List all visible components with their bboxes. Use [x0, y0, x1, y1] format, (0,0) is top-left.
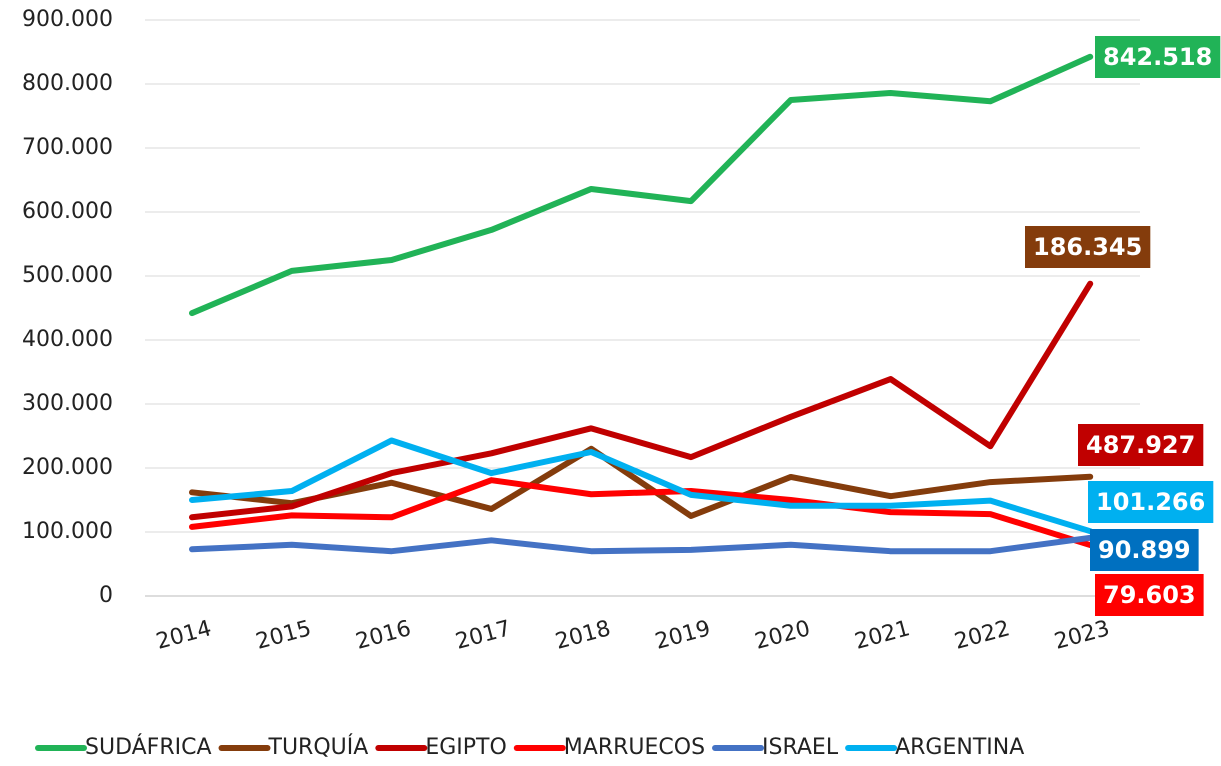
data-label-box: 842.518	[1095, 36, 1221, 78]
y-tick-label: 500.000	[22, 263, 113, 288]
y-tick-label: 800.000	[22, 71, 113, 96]
data-label-box: 487.927	[1078, 424, 1204, 466]
data-label-bg	[1088, 481, 1214, 523]
x-tick-label: 2016	[353, 616, 414, 655]
x-tick-label: 2017	[453, 616, 514, 655]
y-tick-label: 400.000	[22, 327, 113, 352]
legend-label: ISRAEL	[762, 735, 839, 760]
data-label: 101.266	[1096, 488, 1205, 516]
x-tick-label: 2022	[952, 616, 1013, 655]
series-line	[189, 280, 1094, 521]
series-line	[189, 53, 1094, 317]
data-label-bg	[1078, 424, 1204, 466]
legend-label: ARGENTINA	[895, 735, 1024, 760]
data-label-bg	[1095, 574, 1204, 616]
data-label: 487.927	[1086, 431, 1195, 459]
x-tick-label: 2015	[253, 616, 314, 655]
data-label-box: 101.266	[1088, 481, 1214, 523]
x-tick-label: 2019	[653, 616, 714, 655]
y-tick-label: 100.000	[22, 519, 113, 544]
x-tick-label: 2014	[154, 616, 215, 655]
data-label: 186.345	[1033, 233, 1142, 261]
data-label-bg	[1090, 529, 1199, 571]
y-tick-label: 200.000	[22, 455, 113, 480]
series-line	[189, 445, 1094, 519]
x-tick-label: 2018	[553, 616, 614, 655]
series-line	[189, 477, 1094, 549]
y-tick-label: 300.000	[22, 391, 113, 416]
data-label: 842.518	[1103, 43, 1212, 71]
x-tick-label: 2021	[852, 616, 913, 655]
y-tick-label: 600.000	[22, 199, 113, 224]
data-label-box: 90.899	[1090, 529, 1199, 571]
data-label-box: 186.345	[1025, 226, 1151, 268]
data-label-bg	[1095, 36, 1221, 78]
series-line	[189, 534, 1094, 555]
data-label-box: 79.603	[1095, 574, 1204, 616]
y-tick-label: 700.000	[22, 135, 113, 160]
data-label: 79.603	[1103, 581, 1196, 609]
data-label: 90.899	[1098, 536, 1191, 564]
legend-label: TURQUÍA	[268, 734, 369, 760]
legend-label: MARRUECOS	[564, 735, 705, 760]
legend-label: SUDÁFRICA	[85, 734, 212, 760]
series-line	[189, 437, 1094, 535]
data-label-bg	[1025, 226, 1151, 268]
legend-label: EGIPTO	[425, 735, 506, 760]
x-tick-label: 2020	[752, 616, 813, 655]
y-tick-label: 0	[99, 583, 113, 608]
y-tick-label: 900.000	[22, 7, 113, 32]
x-tick-label: 2023	[1052, 616, 1113, 655]
